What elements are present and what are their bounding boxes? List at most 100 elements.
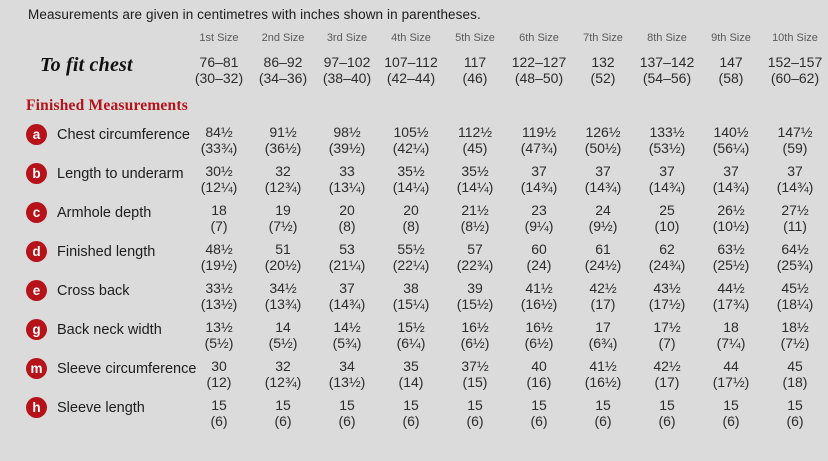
- measurement-value: 112½ (45): [443, 124, 507, 156]
- measurement-value-cm: 53: [339, 241, 355, 257]
- measurement-label: Back neck width: [57, 321, 162, 338]
- measurement-value: 20 (8): [379, 202, 443, 234]
- measurement-value: 15 (6): [635, 397, 699, 429]
- to-fit-chest-label: To fit chest: [40, 54, 133, 76]
- measurement-value: 15 (6): [699, 397, 763, 429]
- measurement-value-cm: 41½: [589, 358, 617, 374]
- measurement-value-in: (14¾): [648, 178, 686, 195]
- measurement-value: 15 (6): [379, 397, 443, 429]
- measurement-value-cm: 15: [339, 397, 355, 413]
- size-header: 4th Size: [391, 32, 431, 44]
- measurement-value-in: (22¾): [456, 256, 494, 273]
- measurement-value-cm: 64½: [781, 241, 809, 257]
- measurement-value: 41½ (16½): [507, 280, 571, 312]
- to-fit-chest-value-in: (34–36): [258, 69, 308, 86]
- measurement-value-cm: 21½: [461, 202, 489, 218]
- measurement-value: 23 (9¼): [507, 202, 571, 234]
- measurement-row-b: b Length to underarm 30½ (12¼) 32 (12¾) 33 (13¼…: [0, 163, 828, 202]
- measurement-value: 40 (16): [507, 358, 571, 390]
- measurement-value-cm: 38: [403, 280, 419, 296]
- measurement-value: 98½ (39½): [315, 124, 379, 156]
- measurement-value-cm: 30: [211, 358, 227, 374]
- measurement-value-cm: 15: [787, 397, 803, 413]
- measurement-value: 60 (24): [507, 241, 571, 273]
- measurement-value-cm: 30½: [205, 163, 233, 179]
- measurement-value-cm: 105½: [393, 124, 429, 140]
- to-fit-chest-value: 86–92 (34–36): [251, 54, 315, 86]
- measurement-value: 17½ (7): [635, 319, 699, 351]
- measurement-value-cm: 18½: [781, 319, 809, 335]
- measurement-value-cm: 34½: [269, 280, 297, 296]
- to-fit-chest-value-cm: 132: [591, 54, 615, 70]
- measurement-value: 105½ (42¼): [379, 124, 443, 156]
- measurement-value-in: (8): [338, 217, 356, 234]
- to-fit-chest-value-in: (30–32): [194, 69, 244, 86]
- measurement-value-cm: 45: [787, 358, 803, 374]
- measurement-value-cm: 23: [531, 202, 547, 218]
- measurement-value-in: (6): [338, 412, 356, 429]
- measurement-value-cm: 18: [723, 319, 739, 335]
- measurement-value-in: (24½): [584, 256, 622, 273]
- measurement-value: 16½ (6½): [507, 319, 571, 351]
- measurement-value-in: (5½): [204, 334, 234, 351]
- measurement-value: 13½ (5½): [187, 319, 251, 351]
- measurement-value: 62 (24¾): [635, 241, 699, 273]
- measurement-value-cm: 147½: [777, 124, 813, 140]
- measurement-value-cm: 20: [403, 202, 419, 218]
- measurement-value-cm: 119½: [522, 124, 556, 140]
- measurement-value: 15 (6): [251, 397, 315, 429]
- measurement-row-h: h Sleeve length 15 (6) 15 (6) 15 (6) 15 (6) 15 (6) 1…: [0, 397, 828, 436]
- measurement-value: 51 (20½): [251, 241, 315, 273]
- measurement-value: 45 (18): [763, 358, 827, 390]
- to-fit-chest-value: 107–112 (42–44): [379, 54, 443, 86]
- measurement-value-in: (14¾): [328, 295, 366, 312]
- measurement-value: 84½ (33¾): [187, 124, 251, 156]
- to-fit-chest-value: 122–127 (48–50): [507, 54, 571, 86]
- measurement-value-cm: 133½: [649, 124, 685, 140]
- measurement-value-in: (12¾): [264, 178, 302, 195]
- measurement-value-in: (17½): [648, 295, 686, 312]
- measurement-value: 15 (6): [315, 397, 379, 429]
- measurement-value-in: (16): [526, 373, 552, 390]
- measurement-value: 63½ (25½): [699, 241, 763, 273]
- measurement-value-in: (6): [786, 412, 804, 429]
- measurement-value-cm: 37: [787, 163, 803, 179]
- measurement-value-in: (13¾): [264, 295, 302, 312]
- measurement-value-in: (6¾): [588, 334, 618, 351]
- to-fit-chest-row: To fit chest 76–81 (30–32) 86–92 (34–36) 97–…: [0, 54, 828, 86]
- measurement-value: 15 (6): [187, 397, 251, 429]
- measurement-value-cm: 57: [467, 241, 483, 257]
- letter-badge-b: b: [26, 163, 47, 184]
- measurement-value-in: (39½): [328, 139, 366, 156]
- measurement-value-in: (6½): [460, 334, 490, 351]
- measurement-value: 27½ (11): [763, 202, 827, 234]
- measurement-row-c: c Armhole depth 18 (7) 19 (7½) 20 (8) 20 (8) 21½ (8…: [0, 202, 828, 241]
- measurement-value-cm: 84½: [205, 124, 233, 140]
- measurement-value-in: (50½): [584, 139, 622, 156]
- to-fit-chest-value: 132 (52): [571, 54, 635, 86]
- measurement-value-cm: 14: [275, 319, 291, 335]
- measurement-value-in: (15½): [456, 295, 494, 312]
- to-fit-chest-value: 137–142 (54–56): [635, 54, 699, 86]
- measurement-value: 37 (14¾): [635, 163, 699, 195]
- measurement-value-cm: 20: [339, 202, 355, 218]
- measurement-value-in: (5¾): [332, 334, 362, 351]
- measurement-value-cm: 15: [403, 397, 419, 413]
- measurement-value-cm: 15: [275, 397, 291, 413]
- letter-badge-e: e: [26, 280, 47, 301]
- measurement-value-cm: 17: [595, 319, 611, 335]
- measurement-value-cm: 32: [275, 163, 291, 179]
- measurement-value: 126½ (50½): [571, 124, 635, 156]
- measurement-value-in: (17): [590, 295, 616, 312]
- measurement-value: 18 (7¼): [699, 319, 763, 351]
- size-header: 6th Size: [519, 32, 559, 44]
- measurement-value-cm: 126½: [585, 124, 621, 140]
- measurement-value: 39 (15½): [443, 280, 507, 312]
- measurement-value: 19 (7½): [251, 202, 315, 234]
- measurement-value-in: (18¼): [776, 295, 814, 312]
- measurement-value-in: (17¾): [712, 295, 750, 312]
- measurement-value-in: (14¼): [456, 178, 494, 195]
- measurement-value-cm: 13½: [205, 319, 233, 335]
- measurement-rows: a Chest circumference 84½ (33¾) 91½ (36½) 98½(…: [0, 124, 828, 436]
- measurement-label-cell: h Sleeve length: [0, 397, 187, 418]
